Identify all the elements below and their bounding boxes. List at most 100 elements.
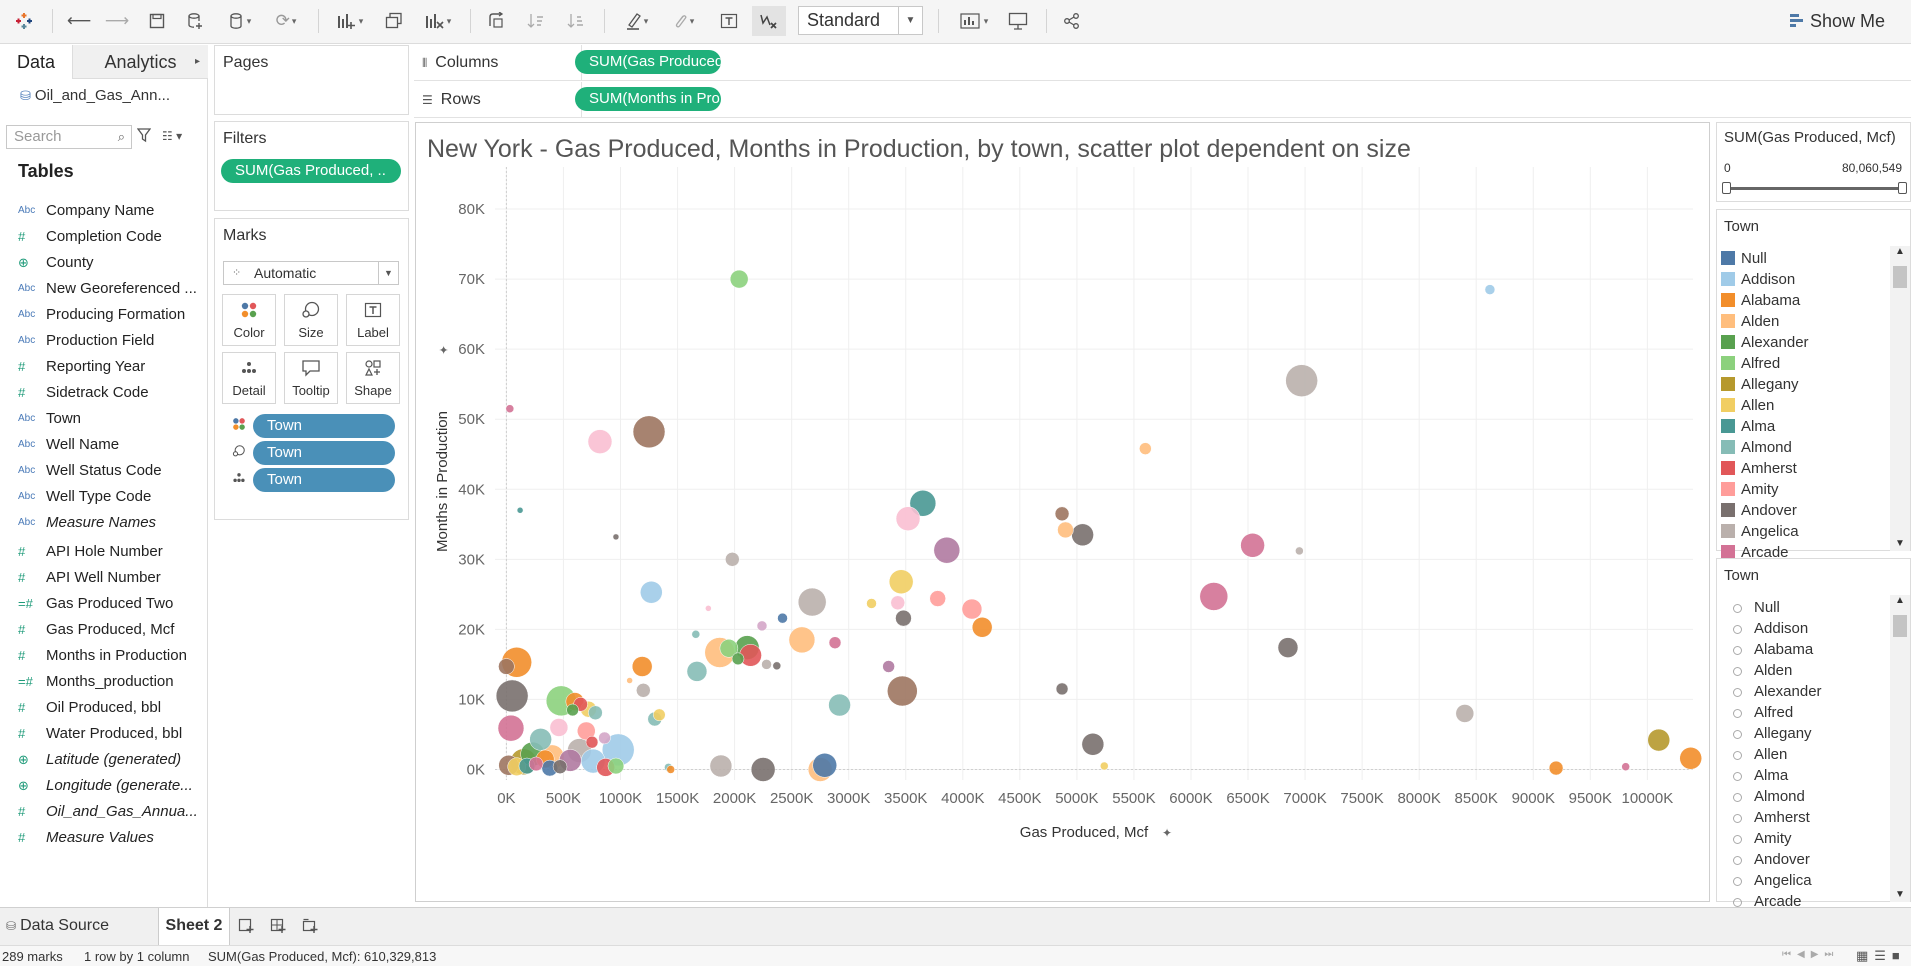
scatter-point[interactable]	[756, 620, 768, 632]
scatter-point[interactable]	[888, 569, 914, 594]
scatter-point[interactable]	[933, 536, 961, 564]
legend-item[interactable]: Allen	[1721, 744, 1787, 765]
scatter-point[interactable]	[705, 605, 712, 612]
legend-item[interactable]: Alma	[1721, 416, 1775, 437]
legend-item[interactable]: Almond	[1721, 786, 1805, 807]
marks-color-pill[interactable]: Town	[253, 414, 395, 438]
legend-item[interactable]: Angelica	[1721, 521, 1799, 542]
duplicate-icon[interactable]	[380, 8, 408, 34]
legend-item[interactable]: Alden	[1721, 660, 1792, 681]
scatter-point[interactable]	[497, 714, 525, 742]
scatter-point[interactable]	[1240, 533, 1265, 558]
range-slider-track[interactable]	[1726, 187, 1902, 190]
scatter-point[interactable]	[612, 533, 620, 541]
highlight-icon[interactable]: ▾	[618, 8, 656, 34]
range-slider-max-handle[interactable]	[1898, 182, 1907, 194]
scatter-point[interactable]	[549, 718, 569, 737]
tableau-logo-icon[interactable]	[12, 8, 36, 34]
sort-desc-icon[interactable]	[562, 8, 590, 34]
tooltip-button[interactable]: Tooltip	[284, 352, 338, 404]
scatter-plot[interactable]: 0K 500K 1000K 1500K 2000K 2500K 3000K 3500K 4000…	[416, 123, 1711, 903]
scatter-point[interactable]	[585, 735, 599, 749]
scatter-point[interactable]	[691, 630, 701, 639]
fix-axes-icon[interactable]	[752, 6, 786, 36]
scatter-point[interactable]	[882, 660, 895, 673]
scatter-point[interactable]	[895, 506, 921, 531]
legend-item[interactable]: Alexander	[1721, 332, 1809, 353]
legend-item[interactable]: Alma	[1721, 765, 1788, 786]
legend-item[interactable]: Alabama	[1721, 290, 1800, 311]
new-worksheet-icon[interactable]	[238, 918, 254, 939]
scatter-point[interactable]	[1548, 760, 1564, 776]
scatter-point[interactable]	[686, 661, 708, 682]
field-item[interactable]: # Completion Code	[0, 226, 206, 248]
legend-item[interactable]: Allen	[1721, 395, 1774, 416]
size-legend-scrollbar[interactable]: ▲ ▼	[1890, 595, 1910, 902]
legend-item[interactable]: Addison	[1721, 618, 1808, 639]
scatter-point[interactable]	[1647, 728, 1671, 752]
scatter-point[interactable]	[890, 595, 906, 611]
legend-item[interactable]: Arcade	[1721, 542, 1789, 563]
scatter-point[interactable]	[1100, 761, 1109, 771]
field-item[interactable]: =# Months_production	[0, 671, 206, 693]
scatter-point[interactable]	[1057, 521, 1074, 539]
legend-item[interactable]: Amherst	[1721, 807, 1810, 828]
scatter-point[interactable]	[636, 683, 651, 698]
scatter-point[interactable]	[498, 658, 515, 675]
scatter-point[interactable]	[866, 598, 877, 609]
datasource-item[interactable]: ⛁ Oil_and_Gas_Ann...	[20, 87, 170, 104]
pin-icon[interactable]: ✦	[437, 345, 451, 355]
field-item[interactable]: Abc Company Name	[0, 200, 206, 222]
scroll-thumb[interactable]	[1893, 615, 1907, 637]
scatter-point[interactable]	[666, 765, 675, 774]
scatter-point[interactable]	[788, 626, 816, 654]
scatter-point[interactable]	[828, 693, 851, 717]
pages-shelf[interactable]: Pages	[214, 45, 409, 115]
scatter-point[interactable]	[632, 415, 666, 449]
scatter-point[interactable]	[1679, 747, 1702, 770]
field-item[interactable]: Abc Production Field	[0, 330, 206, 352]
legend-item[interactable]: Amity	[1721, 479, 1779, 500]
scatter-point[interactable]	[729, 269, 749, 289]
scatter-point[interactable]	[887, 675, 918, 707]
scatter-point[interactable]	[1455, 704, 1475, 723]
field-item[interactable]: # Months in Production	[0, 645, 206, 667]
tab-data-source[interactable]: ⛁ Data Source	[6, 917, 109, 935]
scatter-point[interactable]	[529, 728, 552, 751]
scatter-point[interactable]	[719, 639, 739, 658]
field-item[interactable]: Abc Town	[0, 408, 206, 430]
share-icon[interactable]	[1058, 8, 1086, 34]
refresh-icon[interactable]: ⟳ ▾	[275, 11, 297, 30]
legend-item[interactable]: Angelica	[1721, 870, 1812, 891]
scatter-point[interactable]	[1071, 523, 1094, 547]
scatter-point[interactable]	[1055, 682, 1069, 696]
scatter-point[interactable]	[631, 656, 653, 677]
scatter-point[interactable]	[1277, 637, 1299, 658]
search-input[interactable]: Search ⌕	[6, 125, 132, 149]
columns-pill[interactable]: SUM(Gas Produced,...	[575, 50, 721, 74]
clear-sheet-icon[interactable]: ▾	[418, 8, 458, 34]
swap-icon[interactable]	[482, 8, 510, 34]
scatter-point[interactable]	[607, 757, 625, 775]
filter-icon[interactable]	[136, 127, 152, 147]
scatter-point[interactable]	[895, 609, 912, 627]
pause-updates-icon[interactable]: ▾	[222, 8, 258, 34]
scatter-point[interactable]	[1054, 506, 1070, 522]
scroll-thumb[interactable]	[1893, 266, 1907, 288]
field-item[interactable]: # Reporting Year	[0, 356, 206, 378]
scatter-point[interactable]	[777, 612, 788, 624]
legend-item[interactable]: Andover	[1721, 500, 1797, 521]
field-item[interactable]: Abc Measure Names	[0, 512, 206, 534]
scatter-point[interactable]	[709, 754, 733, 778]
shape-button[interactable]: Shape	[346, 352, 400, 404]
legend-item[interactable]: Allegany	[1721, 723, 1812, 744]
legend-item[interactable]: Alabama	[1721, 639, 1813, 660]
field-item[interactable]: ⊕ Longitude (generate...	[0, 775, 206, 797]
scatter-point[interactable]	[552, 759, 568, 774]
scatter-point[interactable]	[495, 679, 529, 713]
legend-item[interactable]: Alfred	[1721, 702, 1793, 723]
scroll-up-icon[interactable]: ▲	[1895, 246, 1905, 257]
nav-arrows-icon[interactable]: ⏮◀▶⏭	[1782, 949, 1840, 960]
legend-item[interactable]: Amherst	[1721, 458, 1797, 479]
scatter-point[interactable]	[1199, 582, 1229, 611]
